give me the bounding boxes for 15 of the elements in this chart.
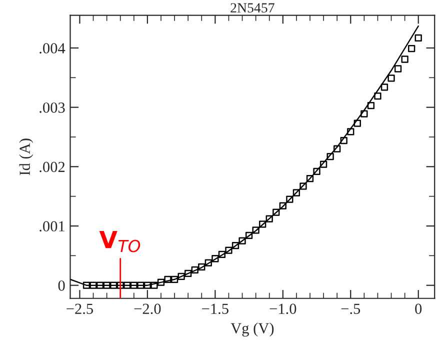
x-tick-label: −2.5 [66, 304, 93, 314]
x-tick-label: 0 [415, 304, 422, 314]
y-tick-label: .002 [40, 162, 65, 172]
x-tick-label: −2.0 [134, 304, 161, 314]
y-axis-title: Id (A) [19, 138, 34, 176]
y-tick-label: .003 [40, 102, 65, 113]
ref-line-label: V$_{TO}$ [99, 230, 140, 252]
x-tick-label: −1.0 [270, 304, 296, 314]
y-tick-label: .004 [40, 43, 66, 54]
x-axis-title: Vg (V) [230, 322, 274, 337]
x-tick-label: −1.5 [202, 304, 228, 314]
chart-title: 2N5457 [230, 3, 274, 13]
y-tick-label: .001 [40, 221, 64, 232]
y-tick-label: 0 [58, 280, 65, 291]
x-tick-label: −.5 [341, 304, 360, 314]
